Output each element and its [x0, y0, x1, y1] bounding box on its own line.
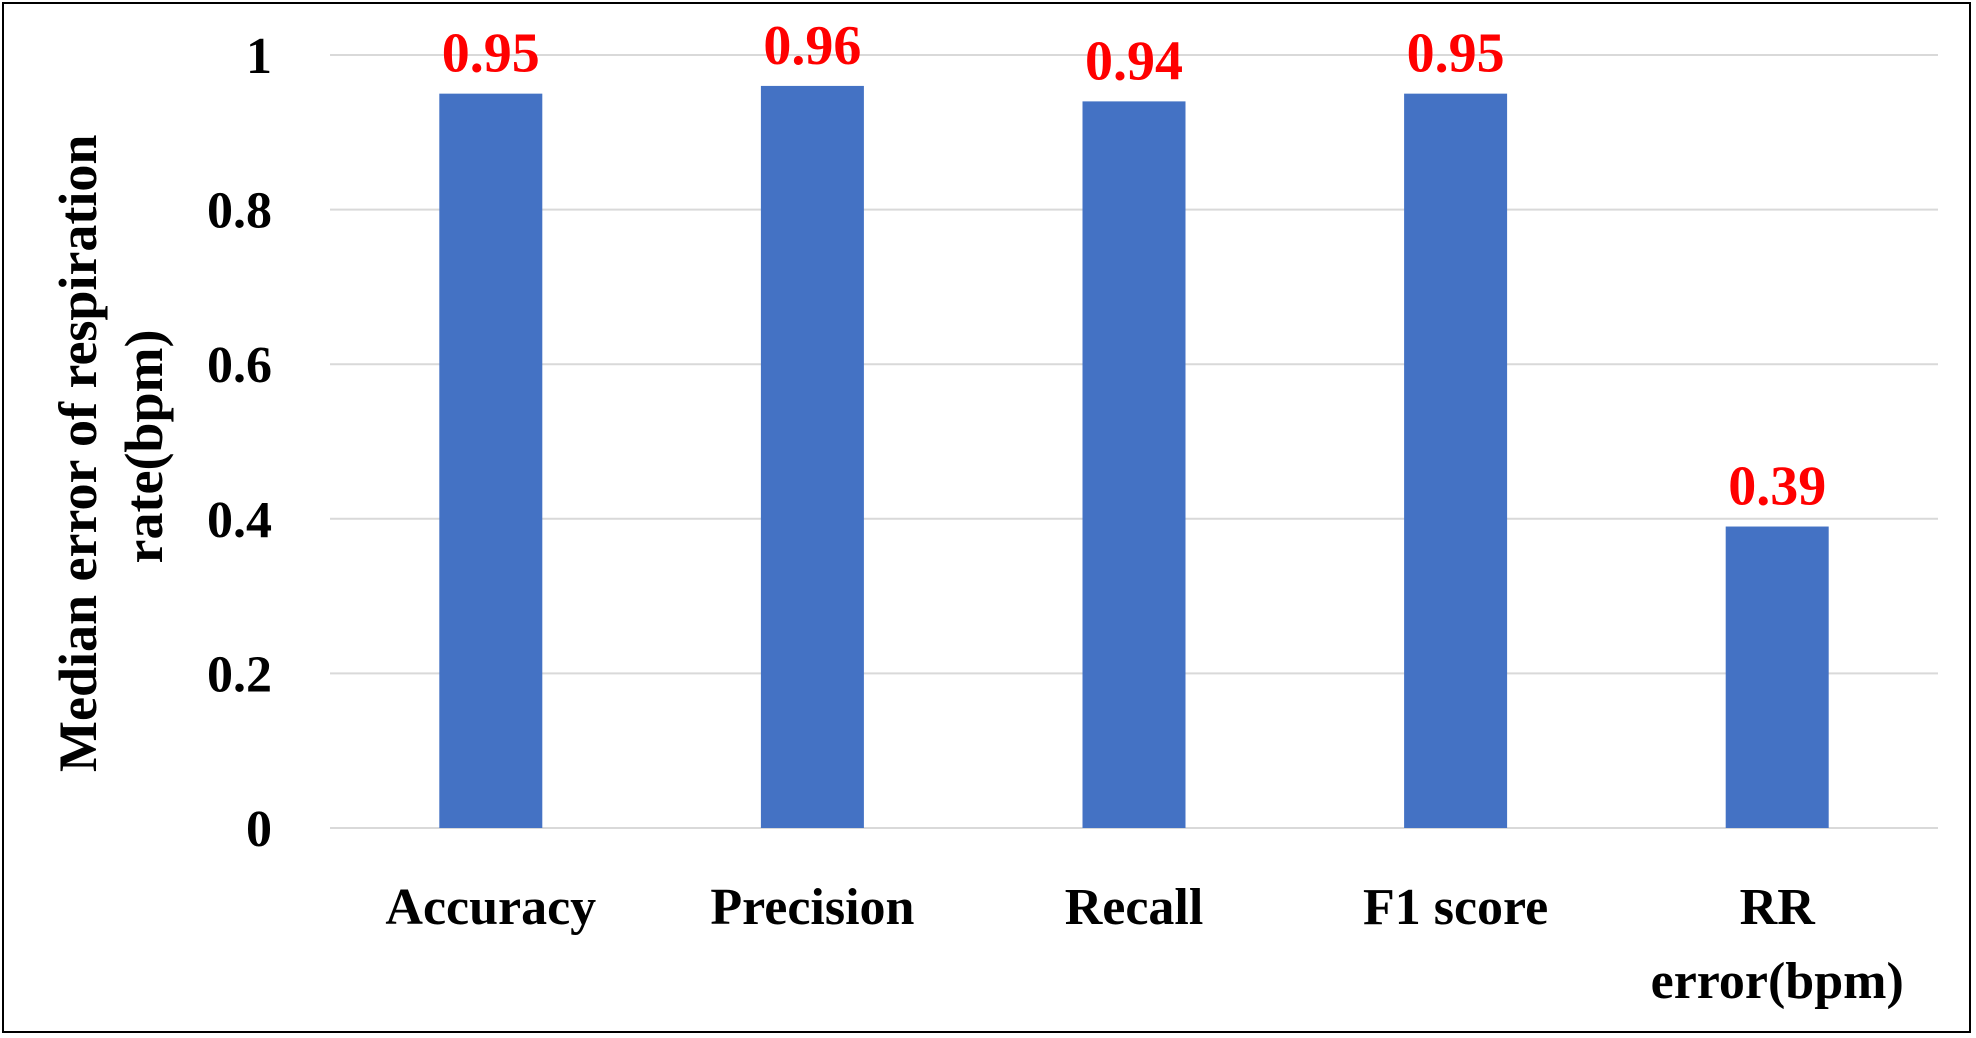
y-tick-label: 1: [246, 28, 272, 85]
y-tick-label: 0.8: [207, 183, 272, 240]
x-category-label: Accuracy: [385, 879, 596, 936]
bar: [1082, 101, 1186, 828]
x-category-label: Recall: [1065, 879, 1204, 936]
bar: [439, 93, 543, 828]
data-label: 0.95: [442, 23, 540, 85]
y-tick-label: 0.2: [207, 646, 272, 703]
y-axis-ticks: 0 0.2 0.4 0.6 0.8 1: [207, 28, 272, 858]
bar: [1725, 526, 1829, 828]
data-label: 0.95: [1407, 23, 1505, 85]
x-axis-categories: Accuracy Precision Recall F1 score RR error(b…: [385, 879, 1903, 1010]
y-axis-title-line-2: rate(bpm): [114, 330, 174, 564]
x-category-label: RR: [1740, 879, 1817, 936]
bar: [760, 85, 864, 829]
x-category-label: error(bpm): [1651, 953, 1904, 1010]
y-tick-label: 0.6: [207, 337, 272, 394]
x-category-label: F1 score: [1363, 879, 1548, 936]
y-axis-title-line-1: Median error of respiration: [48, 135, 108, 772]
y-tick-label: 0.4: [207, 492, 272, 549]
x-category-label: Precision: [710, 879, 914, 936]
data-label: 0.94: [1085, 30, 1183, 92]
data-label: 0.39: [1728, 456, 1826, 518]
bars: [439, 85, 1829, 829]
y-axis-title: Median error of respiration rate(bpm): [48, 121, 174, 772]
y-tick-label: 0: [246, 801, 272, 858]
data-label: 0.96: [763, 15, 861, 77]
data-labels: 0.95 0.96 0.94 0.95 0.39: [442, 15, 1826, 518]
bar: [1404, 93, 1508, 828]
